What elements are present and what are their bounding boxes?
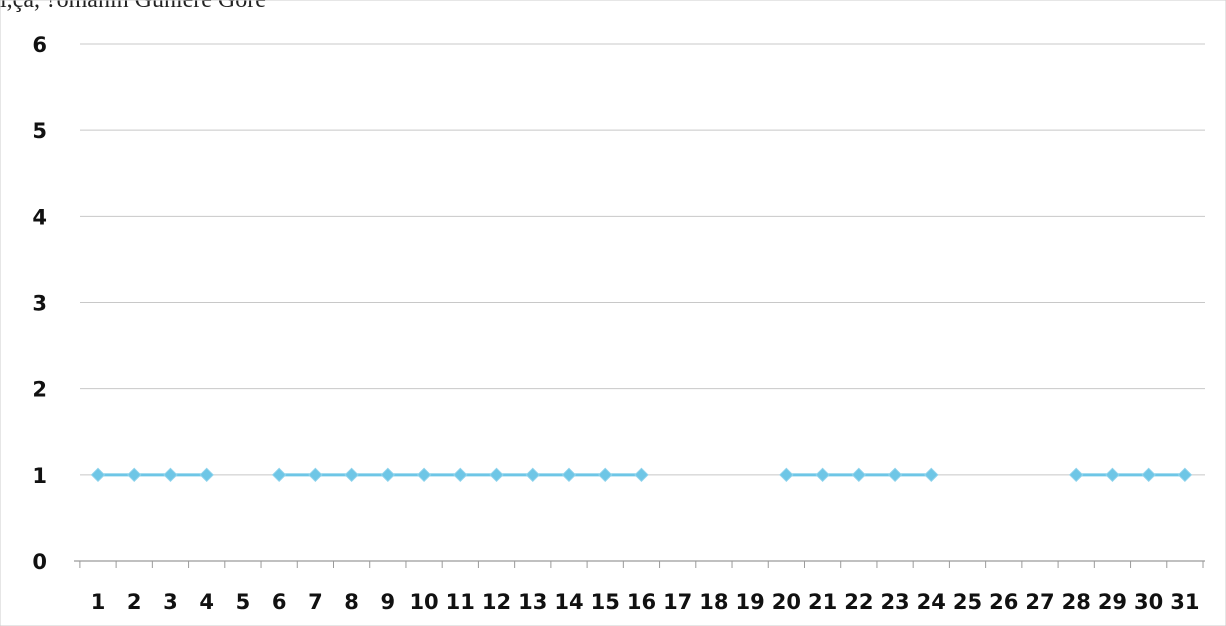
y-axis-tick-labels: 0 1 2 3 4 5 6 [32,33,47,574]
data-point-marker [924,467,939,483]
x-axis-tick-labels: 1 2 3 4 5 6 7 8 9 10 11 12 13 14 15 16 17 18 19 20 21 22 23 24 2… [91,590,1200,614]
x-tick-label: 21 [808,590,837,614]
x-tick-label: 6 [272,590,287,614]
x-tick-label: 12 [482,590,511,614]
x-tick-label: 27 [1025,590,1054,614]
data-point-marker [851,467,867,483]
x-tick-label: 19 [736,590,765,614]
data-series [90,467,1193,483]
y-tick-label: 4 [32,205,47,229]
y-tick-label: 0 [32,550,47,574]
data-point-marker [271,467,287,483]
x-tick-label: 20 [772,590,801,614]
axes [74,560,1205,568]
x-tick-label: 23 [880,590,909,614]
data-point-marker [525,467,540,483]
x-tick-label: 3 [163,590,178,614]
y-tick-label: 1 [32,464,47,488]
x-tick-label: 17 [663,590,692,614]
x-tick-label: 9 [381,590,396,614]
x-tick-label: 14 [554,590,583,614]
x-tick-label: 26 [989,590,1018,614]
data-point-marker [598,467,613,483]
data-point-marker [127,467,142,483]
data-point-marker [779,467,794,483]
gridlines [80,43,1205,476]
data-point-marker [380,467,396,483]
data-point-marker [561,467,577,483]
x-tick-label: 11 [446,590,475,614]
data-point-marker [1177,467,1193,483]
data-point-marker [815,467,830,483]
x-tick-label: 31 [1170,590,1199,614]
x-tick-label: 25 [953,590,982,614]
x-tick-label: 24 [917,590,946,614]
data-point-marker [163,467,178,483]
x-tick-label: 13 [518,590,547,614]
y-tick-label: 2 [32,378,47,402]
data-point-marker [308,467,323,483]
data-point-marker [90,467,106,483]
data-point-marker [416,467,432,483]
data-point-marker [344,467,359,483]
y-tick-label: 6 [32,33,47,57]
x-tick-label: 10 [409,590,438,614]
x-tick-label: 2 [127,590,142,614]
x-tick-label: 30 [1134,590,1163,614]
y-tick-label: 3 [32,292,47,316]
data-point-marker [1141,467,1156,483]
x-tick-label: 7 [308,590,323,614]
x-tick-label: 15 [591,590,620,614]
data-point-marker [1069,467,1084,483]
x-tick-label: 4 [199,590,214,614]
x-tick-label: 8 [344,590,359,614]
x-tick-label: 5 [236,590,251,614]
x-tick-label: 29 [1098,590,1127,614]
data-point-marker [199,467,214,483]
data-point-marker [453,467,468,483]
x-tick-label: 18 [699,590,728,614]
data-point-marker [1105,467,1120,483]
data-point-marker [634,467,649,483]
data-point-marker [489,467,504,483]
data-point-marker [887,467,903,483]
y-tick-label: 5 [32,119,47,143]
x-tick-label: 28 [1062,590,1091,614]
x-tick-label: 16 [627,590,656,614]
cropped-heading-text: ı,ça, ?ömanin Günlere Göre [0,0,266,13]
x-tick-label: 1 [91,590,106,614]
x-tick-label: 22 [844,590,873,614]
